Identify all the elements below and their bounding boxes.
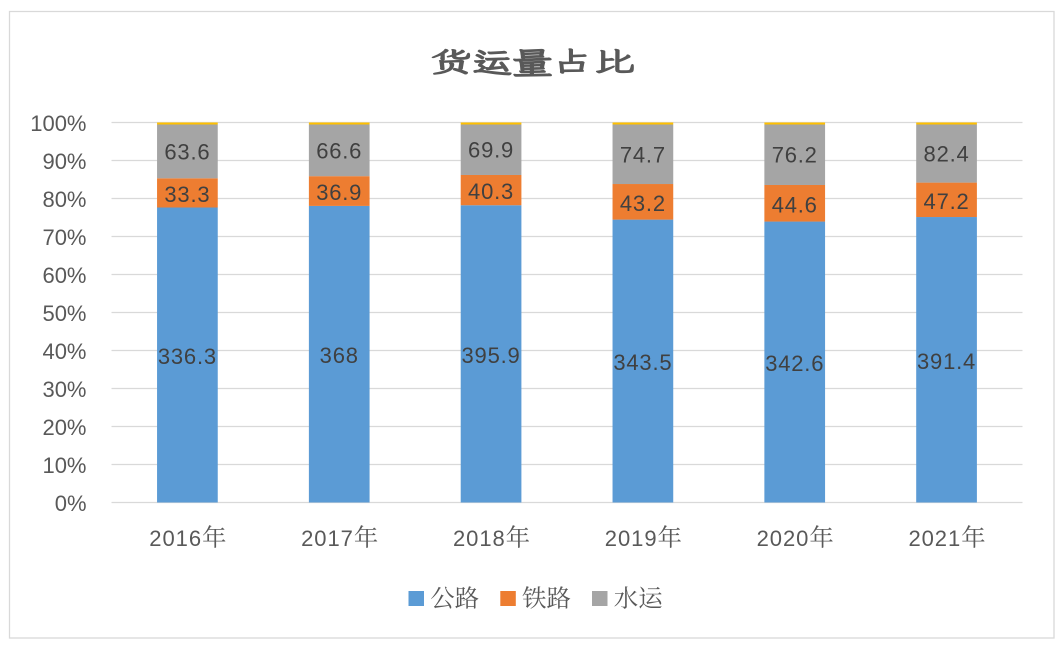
svg-text:2017: 2017 <box>301 526 354 551</box>
svg-text:63.6: 63.6 <box>164 139 210 164</box>
svg-text:82.4: 82.4 <box>924 142 970 167</box>
svg-text:44.6: 44.6 <box>772 192 818 217</box>
svg-text:2016: 2016 <box>149 526 202 551</box>
svg-text:342.6: 342.6 <box>765 351 824 376</box>
svg-text:80%: 80% <box>42 187 86 212</box>
svg-text:74.7: 74.7 <box>620 142 666 167</box>
svg-text:2021: 2021 <box>908 526 961 551</box>
svg-text:395.9: 395.9 <box>462 343 521 368</box>
svg-text:70%: 70% <box>42 225 86 250</box>
svg-text:33.3: 33.3 <box>164 182 210 207</box>
svg-text:20%: 20% <box>42 415 86 440</box>
svg-text:0%: 0% <box>55 491 87 516</box>
svg-text:2018: 2018 <box>453 526 506 551</box>
svg-text:40.3: 40.3 <box>468 179 514 204</box>
svg-text:43.2: 43.2 <box>620 191 666 216</box>
svg-text:10%: 10% <box>42 453 86 478</box>
svg-text:69.9: 69.9 <box>468 138 514 163</box>
svg-text:76.2: 76.2 <box>772 143 818 168</box>
svg-text:60%: 60% <box>42 263 86 288</box>
svg-text:336.3: 336.3 <box>158 344 217 369</box>
svg-text:36.9: 36.9 <box>316 180 362 205</box>
svg-text:391.4: 391.4 <box>917 349 976 374</box>
svg-text:2020: 2020 <box>757 526 810 551</box>
svg-text:343.5: 343.5 <box>613 350 672 375</box>
svg-text:47.2: 47.2 <box>924 189 970 214</box>
svg-text:50%: 50% <box>42 301 86 326</box>
svg-text:100%: 100% <box>30 111 86 136</box>
svg-text:40%: 40% <box>42 339 86 364</box>
svg-text:2019: 2019 <box>605 526 658 551</box>
svg-text:66.6: 66.6 <box>316 138 362 163</box>
svg-text:90%: 90% <box>42 149 86 174</box>
svg-text:30%: 30% <box>42 377 86 402</box>
svg-text:368: 368 <box>320 343 359 368</box>
